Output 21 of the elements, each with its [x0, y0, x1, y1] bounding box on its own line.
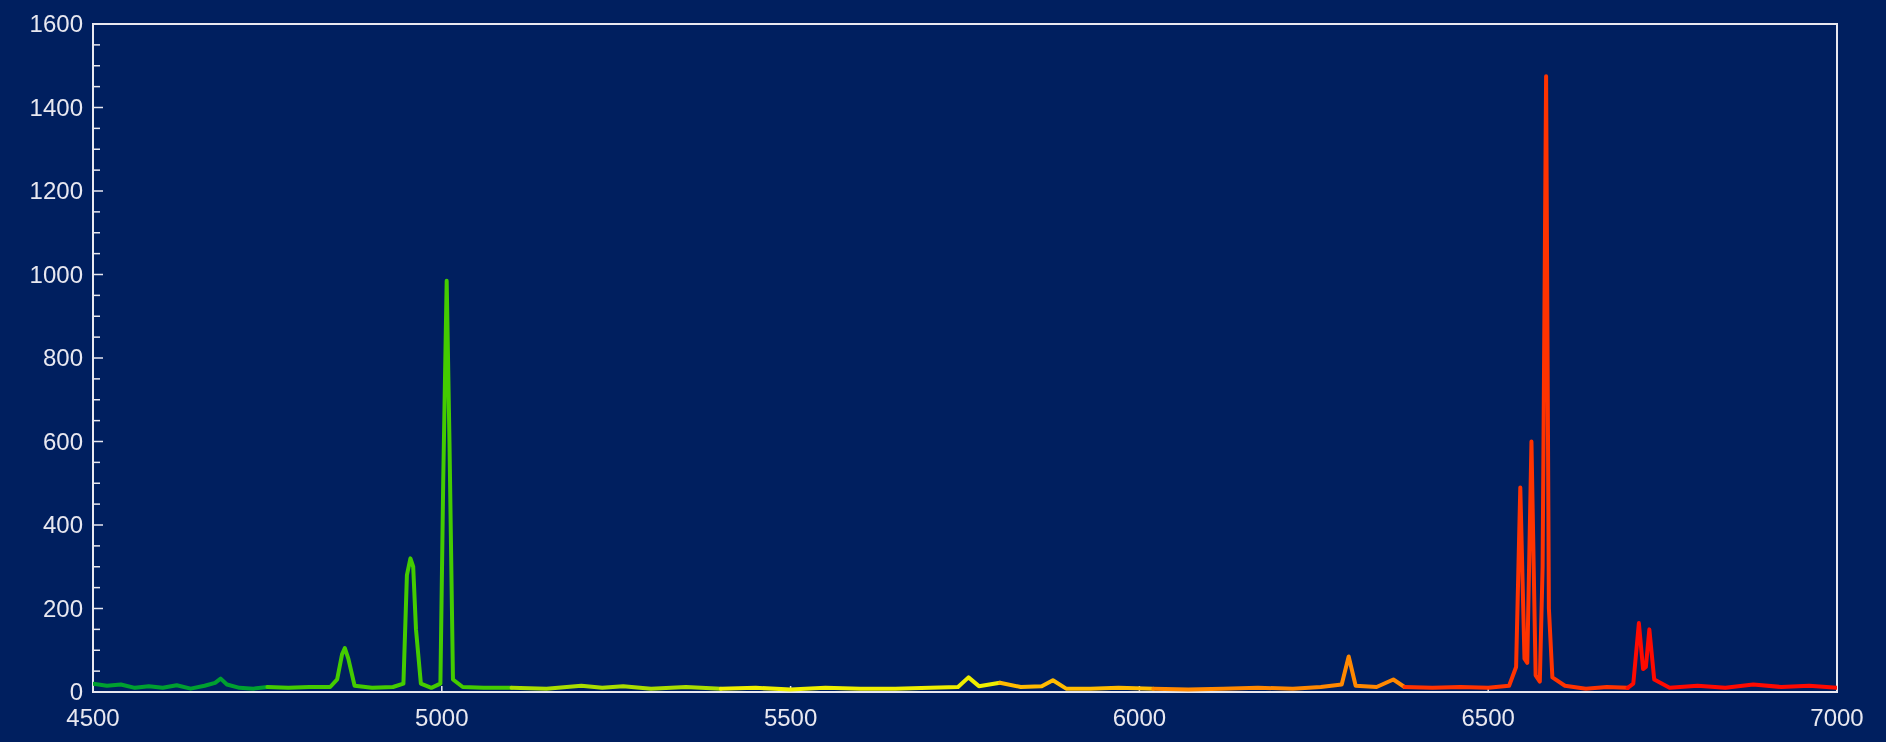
y-tick-label: 1200 [29, 177, 83, 205]
y-tick-label: 1600 [29, 10, 83, 38]
line-series [265, 278, 514, 690]
x-tick-label: 5500 [763, 704, 818, 731]
x-tick-label: 5000 [415, 704, 469, 731]
line-series [1151, 654, 1407, 692]
y-tick-label: 0 [69, 678, 83, 706]
line-series [1402, 74, 1630, 691]
x-tick-label: 6500 [1461, 704, 1515, 731]
y-tick-label: 600 [42, 427, 83, 455]
y-tick-label: 800 [42, 344, 83, 372]
line-series [718, 675, 1002, 692]
y-tick-label: 1000 [29, 260, 83, 288]
x-tick-label: 6000 [1112, 704, 1167, 731]
x-tick-label: 7000 [1810, 704, 1864, 731]
y-tick-label: 400 [42, 511, 83, 539]
y-tick-label: 200 [42, 594, 83, 622]
y-tick-label: 1400 [29, 93, 83, 121]
x-tick-label: 4500 [66, 704, 120, 731]
line-series [997, 678, 1156, 691]
line-series [1625, 621, 1837, 690]
